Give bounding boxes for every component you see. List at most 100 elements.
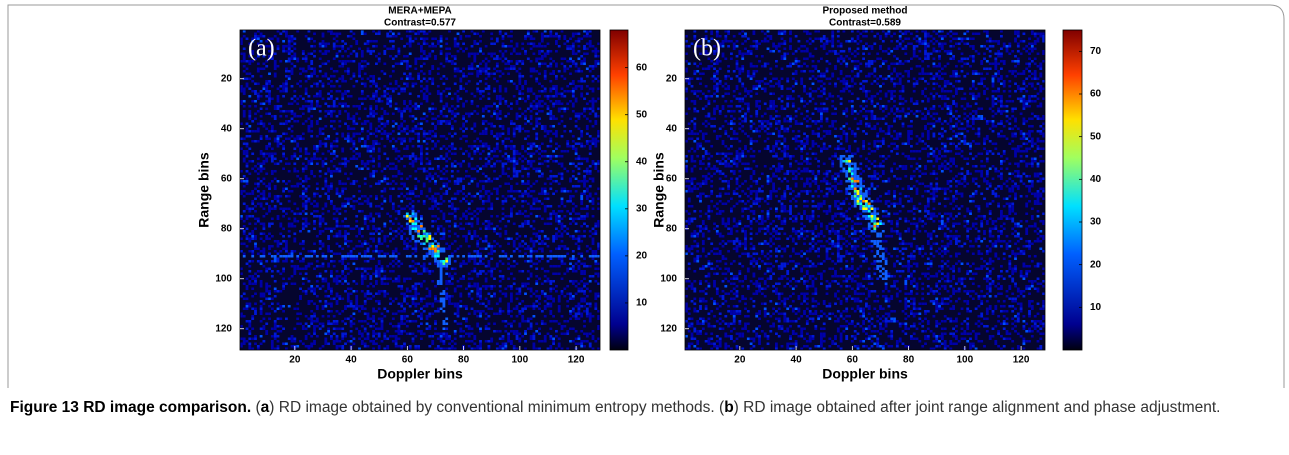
speckle [277, 180, 280, 183]
speckle [268, 123, 271, 126]
speckle [471, 200, 474, 203]
speckle [434, 180, 437, 183]
speckle [265, 235, 268, 238]
speckle [322, 33, 325, 36]
speckle [271, 208, 274, 211]
speckle [282, 240, 285, 243]
speckle [367, 135, 370, 138]
speckle [541, 250, 544, 253]
speckle [355, 43, 358, 46]
speckle [479, 93, 482, 96]
speckle [274, 240, 277, 243]
speckle [485, 313, 488, 316]
speckle [541, 243, 544, 246]
speckle [586, 308, 589, 311]
speckle [414, 320, 417, 323]
speckle [327, 195, 330, 198]
speckle [330, 290, 333, 293]
speckle [398, 108, 401, 111]
speckle [527, 163, 530, 166]
speckle [400, 188, 403, 191]
speckle [454, 83, 457, 86]
speckle [578, 113, 581, 116]
speckle [527, 215, 530, 218]
speckle [350, 300, 353, 303]
speckle [448, 53, 451, 56]
speckle [448, 158, 451, 161]
speckle [409, 45, 412, 48]
speckle [552, 280, 555, 283]
speckle [504, 115, 507, 118]
speckle [510, 195, 513, 198]
speckle [299, 230, 302, 233]
speckle [293, 48, 296, 51]
speckle [502, 293, 505, 296]
speckle [277, 330, 280, 333]
speckle [330, 113, 333, 116]
speckle [578, 305, 581, 308]
speckle [513, 145, 516, 148]
speckle [496, 118, 499, 121]
speckle [440, 110, 443, 113]
speckle [538, 295, 541, 298]
speckle [372, 310, 375, 313]
speckle [524, 235, 527, 238]
speckle [277, 303, 280, 306]
speckle [578, 180, 581, 183]
speckle [271, 153, 274, 156]
speckle [361, 308, 364, 311]
speckle [524, 35, 527, 38]
speckle [412, 115, 415, 118]
speckle [428, 253, 431, 256]
speckle [257, 248, 260, 251]
speckle [398, 278, 401, 281]
speckle [344, 225, 347, 228]
speckle [496, 55, 499, 58]
speckle [265, 80, 268, 83]
speckle [443, 320, 446, 323]
speckle [569, 65, 572, 68]
speckle [251, 130, 254, 133]
speckle [426, 90, 429, 93]
speckle [338, 260, 341, 263]
speckle [580, 133, 583, 136]
speckle [457, 313, 460, 316]
speckle [257, 110, 260, 113]
speckle [434, 128, 437, 131]
speckle [440, 265, 443, 268]
speckle [310, 115, 313, 118]
speckle [257, 83, 260, 86]
speckle [322, 143, 325, 146]
speckle [457, 315, 460, 318]
speckle [305, 70, 308, 73]
speckle [355, 105, 358, 108]
speckle [431, 245, 434, 248]
speckle [322, 165, 325, 168]
speckle [521, 255, 524, 258]
speckle [437, 175, 440, 178]
speckle [471, 195, 474, 198]
speckle [291, 40, 294, 43]
speckle [527, 255, 530, 258]
speckle [274, 250, 277, 253]
speckle [502, 155, 505, 158]
speckle [426, 328, 429, 331]
speckle [518, 80, 521, 83]
speckle [547, 160, 550, 163]
speckle [580, 38, 583, 41]
speckle [350, 205, 353, 208]
speckle [457, 95, 460, 98]
speckle [524, 320, 527, 323]
speckle [479, 295, 482, 298]
speckle [381, 270, 384, 273]
speckle [462, 178, 465, 181]
speckle [485, 58, 488, 61]
speckle [586, 103, 589, 106]
speckle [561, 255, 564, 258]
speckle [476, 250, 479, 253]
speckle [347, 225, 350, 228]
speckle [375, 130, 378, 133]
speckle [341, 75, 344, 78]
speckle [355, 298, 358, 301]
speckle [248, 78, 251, 81]
